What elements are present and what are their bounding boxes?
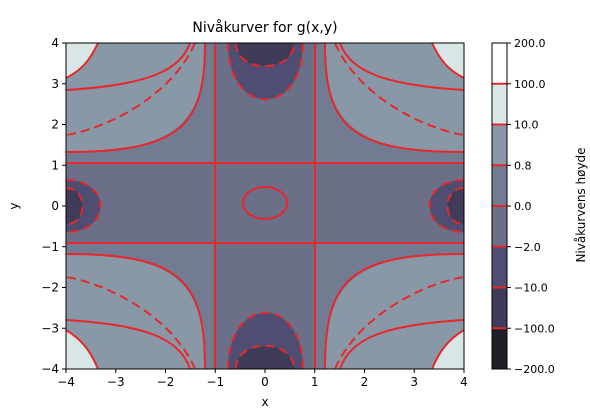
y-tick-label: −2 [41, 281, 59, 295]
x-tick-label: 4 [460, 375, 468, 389]
contour-mid-ul [66, 43, 191, 91]
x-tick-label: −3 [107, 375, 125, 389]
y-tick-label: 3 [51, 77, 59, 91]
band-corner-tl [66, 43, 98, 78]
contour-dashed-lower-left [66, 276, 196, 369]
y-tick-label: −3 [41, 321, 59, 335]
colorbar-tick-label: 200.0 [514, 37, 546, 50]
x-tick-label: −1 [206, 375, 224, 389]
band-deep-right [447, 188, 464, 224]
x-tick-label: 1 [311, 375, 319, 389]
x-tick-label: −2 [157, 375, 175, 389]
filled-contours [66, 43, 464, 369]
contour-inner-ll [66, 253, 206, 369]
band-corner-tr [432, 43, 464, 78]
contour-mid-ur [339, 43, 464, 91]
colorbar-tick-label: −10.0 [514, 282, 548, 295]
band-lower-right [325, 254, 464, 369]
contour-dashed-lobe-bottom [227, 312, 304, 369]
band-deep-left [66, 188, 83, 224]
x-tick-label: 2 [361, 375, 369, 389]
contour-dashed-lobe-right [428, 179, 464, 233]
contour-dashed-lower-right [334, 276, 464, 369]
contour-inner-ur [324, 43, 464, 153]
band-deep-bottom [236, 345, 294, 369]
colorbar: −200.0 −100.0 −10.0 −2.0 0.0 0.8 10.0 100.0 200.… [491, 37, 555, 376]
colorbar-band [492, 206, 507, 247]
contour-dashed-lobe-top [227, 43, 304, 101]
colorbar-tick-label: 0.8 [514, 159, 532, 172]
band-deep-top [236, 43, 294, 67]
colorbar-tick-label: 10.0 [514, 119, 539, 132]
band-corner-bl [66, 330, 98, 369]
band-strip-vertical [66, 43, 464, 369]
contour-center-loop [242, 186, 288, 220]
y-tick-label: −4 [41, 362, 59, 376]
x-tick-label: −4 [57, 375, 75, 389]
contour-dashed-deep-bottom [235, 344, 295, 369]
y-tick-label: −1 [41, 240, 59, 254]
contour-mid-ll [66, 319, 191, 369]
y-axis: −4 −3 −2 −1 0 1 2 3 4 [41, 36, 66, 376]
colorbar-tick-label: 100.0 [514, 78, 546, 91]
colorbar-band [492, 246, 507, 288]
contour-dashed-lobe-left [66, 179, 102, 233]
colorbar-band [492, 328, 507, 369]
contour-corner-bl [66, 329, 99, 369]
x-tick-label: 3 [410, 375, 418, 389]
contour-dashed-upper-right [334, 43, 464, 136]
contour-dashed-deep-right [446, 187, 464, 225]
x-axis-label: x [261, 395, 268, 408]
contour-corner-tl [66, 43, 99, 79]
y-tick-label: 0 [51, 199, 59, 213]
band-lower-left [66, 254, 205, 369]
colorbar-tick-label: −200.0 [514, 363, 555, 376]
contour-corner-tr [431, 43, 464, 79]
colorbar-label: Nivåkurvens høyde [574, 147, 588, 262]
contour-mid-lr [339, 319, 464, 369]
y-tick-label: 4 [51, 36, 59, 50]
colorbar-tick-label: −100.0 [514, 322, 555, 335]
colorbar-band [492, 165, 507, 206]
contour-inner-lr [324, 253, 464, 369]
y-axis-label: y [7, 202, 21, 209]
contour-inner-ul [66, 43, 206, 153]
y-tick-label: 2 [51, 118, 59, 132]
contour-dashed-upper-left [66, 43, 196, 136]
contour-dashed-deep-top [235, 43, 295, 68]
colorbar-band [492, 124, 507, 166]
band-corner-br [432, 330, 464, 369]
contour-corner-br [431, 329, 464, 369]
colorbar-band [492, 83, 507, 125]
contour-dashed-deep-left [66, 187, 84, 225]
y-tick-label: 1 [51, 158, 59, 172]
colorbar-band [492, 287, 507, 329]
colorbar-tick-label: 0.0 [514, 200, 532, 213]
colorbar-tick-label: −2.0 [514, 241, 541, 254]
x-axis: −4 −3 −2 −1 0 1 2 3 4 [57, 369, 468, 389]
chart-title: Nivåkurver for g(x,y) [192, 19, 337, 36]
x-tick-label: 0 [261, 375, 269, 389]
contour-lines [66, 43, 464, 369]
